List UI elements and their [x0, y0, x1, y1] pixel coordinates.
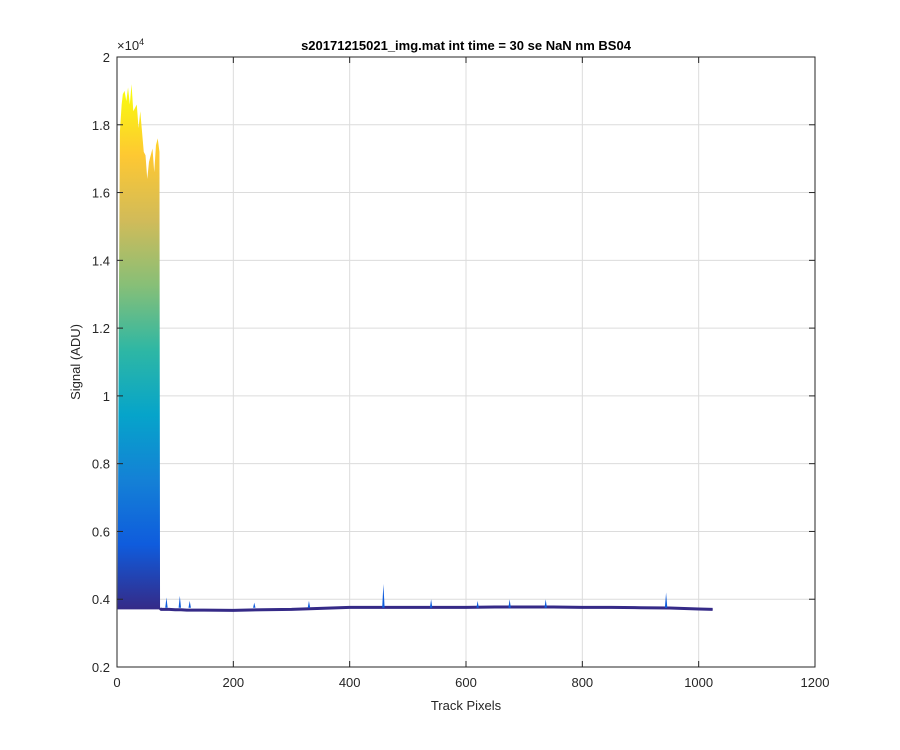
y-tick-label: 1.2	[92, 321, 110, 336]
y-tick-label: 0.4	[92, 592, 110, 607]
x-axis-label: Track Pixels	[431, 698, 502, 713]
y-multiplier: ×104	[117, 37, 144, 53]
signal-baseline	[159, 605, 713, 612]
signal-spike	[165, 597, 168, 608]
signal-spike	[476, 600, 479, 608]
y-axis-label: Signal (ADU)	[68, 324, 83, 400]
y-tick-label: 1	[103, 389, 110, 404]
signal-spike	[544, 599, 547, 608]
signal-spike	[664, 592, 668, 608]
x-tick-label: 600	[455, 675, 477, 690]
signal-area	[117, 84, 713, 612]
grid	[117, 57, 815, 667]
signal-spike	[307, 600, 311, 608]
y-multiplier-base: ×10	[117, 38, 139, 53]
signal-spike	[382, 583, 385, 608]
y-tick-label: 2	[103, 50, 110, 65]
x-tick-label: 1000	[684, 675, 713, 690]
signal-spike	[429, 599, 433, 608]
signal-spike	[253, 602, 256, 608]
x-tick-label: 400	[339, 675, 361, 690]
y-tick-label: 1.4	[92, 253, 110, 268]
chart-title: s20171215021_img.mat int time = 30 se Na…	[301, 38, 632, 53]
x-tick-label: 200	[222, 675, 244, 690]
x-tick-label: 800	[571, 675, 593, 690]
y-tick-label: 1.8	[92, 118, 110, 133]
y-tick-label: 0.6	[92, 524, 110, 539]
y-tick-label: 0.8	[92, 457, 110, 472]
x-tick-label: 1200	[801, 675, 830, 690]
signal-spike	[188, 600, 191, 608]
signal-spike	[508, 599, 511, 608]
x-tick-label: 0	[113, 675, 120, 690]
y-tick-label: 1.6	[92, 186, 110, 201]
x-ticks: 0 200 400 600 800 1000 1200	[113, 57, 829, 690]
y-tick-label: 0.2	[92, 660, 110, 675]
signal-spikes	[165, 583, 668, 608]
y-multiplier-exponent: 4	[139, 37, 144, 47]
y-ticks: 0.2 0.4 0.6 0.8 1 1.2 1.4 1.6 1.8 2	[92, 50, 815, 675]
signal-spike	[178, 595, 182, 608]
